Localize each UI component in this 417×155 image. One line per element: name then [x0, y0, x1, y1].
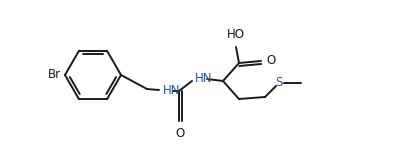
Text: O: O	[176, 127, 185, 140]
Text: S: S	[275, 77, 283, 89]
Text: Br: Br	[48, 69, 61, 82]
Text: HN: HN	[195, 73, 213, 86]
Text: HN: HN	[163, 84, 181, 97]
Text: O: O	[266, 55, 275, 67]
Text: HO: HO	[227, 28, 245, 41]
